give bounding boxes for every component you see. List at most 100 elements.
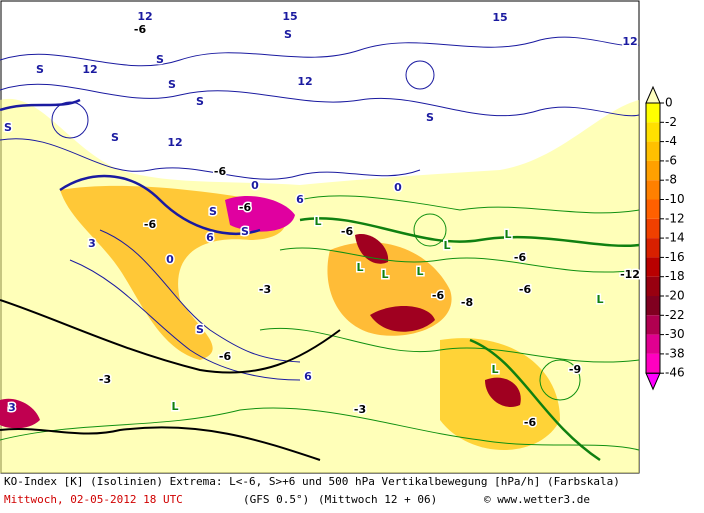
colorbar-segment (646, 122, 660, 142)
map-label: -12 (620, 268, 640, 281)
map-label: L (596, 293, 603, 306)
colorbar-tick-label: -22 (665, 308, 685, 322)
colorbar-segment (646, 276, 660, 296)
uplift-core (0, 398, 40, 429)
map-label: L (504, 228, 511, 241)
map-label: 12 (297, 75, 312, 88)
colorbar-tick-label: -14 (665, 231, 685, 245)
map-label: 12 (167, 136, 182, 149)
map-label: S (168, 78, 176, 91)
map-label: S (36, 63, 44, 76)
colorbar-tick-label: -6 (665, 153, 677, 167)
map-label: S (196, 95, 204, 108)
uplift-core (485, 377, 521, 408)
colorbar-segment (646, 257, 660, 277)
map-label: 3 (8, 401, 16, 414)
colorbar-tick-label: -8 (665, 173, 677, 187)
colorbar-tick-label: -2 (665, 115, 677, 129)
colorbar-tick-label: -16 (665, 250, 685, 264)
colorbar-segment (646, 353, 660, 374)
map-label: L (356, 261, 363, 274)
colorbar-tick-label: -46 (665, 366, 685, 380)
map-label: S (241, 225, 249, 238)
map-label: S (156, 53, 164, 66)
map-label: -6 (214, 165, 227, 178)
footer-model: (GFS 0.5°) (243, 493, 309, 506)
colorbar-tick-label: -12 (665, 211, 685, 225)
map-label: 6 (296, 193, 304, 206)
stable-contours (0, 36, 640, 381)
map-label: -3 (354, 403, 366, 416)
colorbar-segment (646, 199, 660, 219)
map-label: 3 (88, 237, 96, 250)
map-label: 12 (137, 10, 152, 23)
map-label: 6 (304, 370, 312, 383)
map-label: S (196, 323, 204, 336)
colorbar-segment (646, 218, 660, 239)
uplift-core (370, 305, 435, 332)
map-label: 0 (166, 253, 174, 266)
footer: KO-Index [K] (Isolinien) Extrema: L<-6, … (4, 475, 620, 506)
map-label: -3 (99, 373, 111, 386)
map-label: 6 (206, 231, 214, 244)
colorbar-tick-label: 0 (665, 96, 673, 110)
map-label: S (426, 111, 434, 124)
map-label: -6 (341, 225, 354, 238)
colorbar-segment (646, 103, 660, 123)
map-label: -6 (432, 289, 445, 302)
colorbar-segment (646, 315, 660, 335)
map-label: -6 (524, 416, 537, 429)
map-label: -6 (239, 201, 252, 214)
colorbar-segment (646, 334, 660, 354)
map-label: 15 (282, 10, 297, 23)
colorbar-segment (646, 180, 660, 200)
uplift-core (225, 195, 295, 232)
map-label: -9 (569, 363, 581, 376)
map-label: 15 (492, 11, 507, 24)
map-label: L (443, 239, 450, 252)
uplift-core (355, 234, 389, 264)
colorbar-tick-label: -20 (665, 289, 685, 303)
footer-description: KO-Index [K] (Isolinien) Extrema: L<-6, … (4, 475, 620, 488)
map-label: -3 (259, 283, 271, 296)
thick-unstable-contours (299, 217, 640, 462)
colorbar-segment (646, 141, 660, 161)
map-label: -8 (461, 296, 473, 309)
colorbar-segment (646, 296, 660, 316)
map-label: 0 (394, 181, 402, 194)
map-label: S (209, 205, 217, 218)
map-label: -6 (519, 283, 532, 296)
colorbar-tick-label: -30 (665, 327, 685, 341)
map-label: -6 (514, 251, 527, 264)
map-label: L (171, 400, 178, 413)
thick-contours (0, 98, 261, 235)
map-label: -6 (144, 218, 157, 231)
map-label: S (4, 121, 12, 134)
map-label: -6 (134, 23, 147, 36)
unstable-contours (0, 195, 640, 451)
colorbar: 0 -2 -4 -6 -8 -10 -12 -14 -16 -18 -20 -22 -30 -38 -46 (645, 85, 685, 391)
colorbar-tick-label: -18 (665, 269, 685, 283)
map-label: L (491, 363, 498, 376)
colorbar-segment (646, 160, 660, 181)
map-label: L (416, 265, 423, 278)
colorbar-tick-label: -4 (665, 134, 677, 148)
footer-run: (Mittwoch 12 + 06) (318, 493, 437, 506)
map-label: S (111, 131, 119, 144)
map-label: S (284, 28, 292, 41)
map-label: L (381, 268, 388, 281)
map-label: 12 (82, 63, 97, 76)
map-label: 0 (251, 179, 259, 192)
colorbar-segment (646, 238, 660, 258)
zero-contour (0, 299, 341, 461)
map-label: 12 (622, 35, 637, 48)
map-label: -6 (219, 350, 232, 363)
uplift-field (60, 185, 286, 360)
map (0, 0, 640, 474)
footer-credit: © www.wetter3.de (484, 493, 590, 506)
colorbar-tick-label: -38 (665, 346, 685, 360)
footer-date: Mittwoch, 02-05-2012 18 UTC (4, 493, 183, 506)
